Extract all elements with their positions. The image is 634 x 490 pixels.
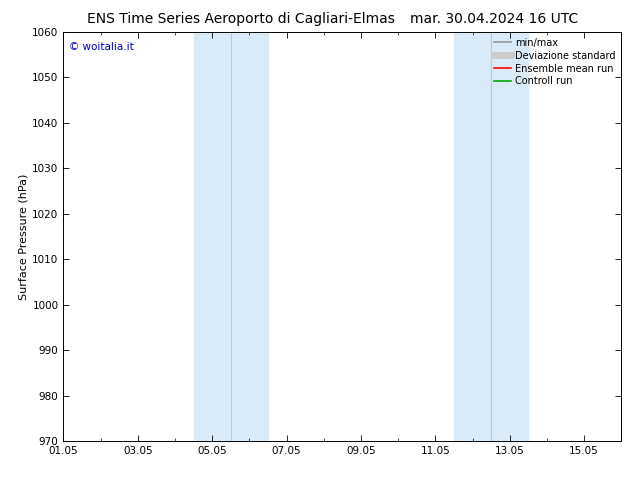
- Bar: [454, 32, 528, 441]
- Legend: min/max, Deviazione standard, Ensemble mean run, Controll run: min/max, Deviazione standard, Ensemble m…: [489, 34, 619, 90]
- Text: © woitalia.it: © woitalia.it: [69, 42, 134, 52]
- Text: ENS Time Series Aeroporto di Cagliari-Elmas: ENS Time Series Aeroporto di Cagliari-El…: [87, 12, 395, 26]
- Bar: [193, 32, 268, 441]
- Text: mar. 30.04.2024 16 UTC: mar. 30.04.2024 16 UTC: [410, 12, 579, 26]
- Y-axis label: Surface Pressure (hPa): Surface Pressure (hPa): [18, 173, 28, 299]
